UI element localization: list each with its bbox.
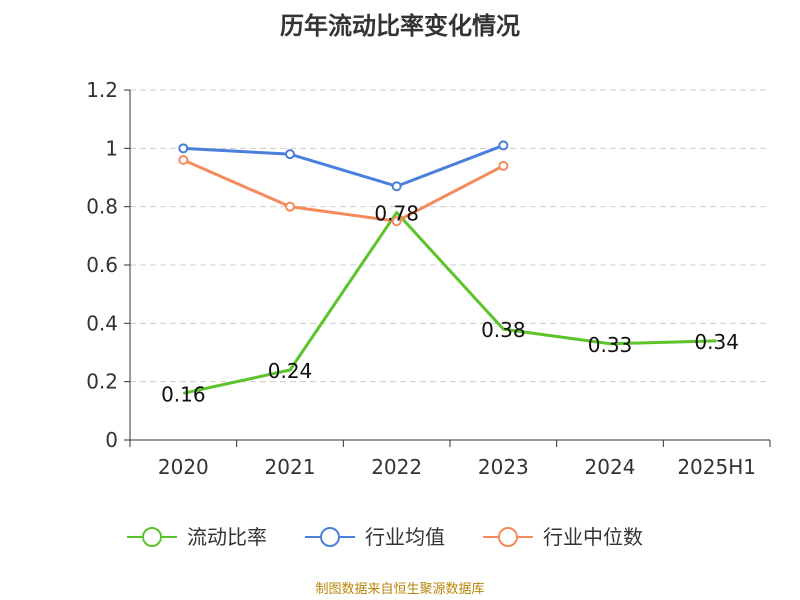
- series-line-1: [183, 144, 504, 188]
- y-tick-label: 1.2: [86, 78, 118, 102]
- legend-item[interactable]: 流动比率: [127, 525, 267, 549]
- data-label: 0.16: [161, 382, 206, 406]
- series-line-2: [182, 158, 505, 223]
- axes: 0 0.2 0.4 0.6 0.8 1 1.2 2020 2021 2022 2023 2024 202…: [86, 78, 771, 479]
- legend-marker: [498, 527, 518, 547]
- chart-title: 历年流动比率变化情况: [280, 12, 520, 40]
- data-point: [498, 160, 509, 171]
- data-point: [391, 216, 402, 227]
- x-tick-label: 2024: [585, 455, 636, 479]
- legend-item[interactable]: 行业均值: [305, 525, 445, 549]
- x-tick-label: 2020: [158, 455, 209, 479]
- y-tick-label: 1: [105, 136, 118, 160]
- legend-label: 流动比率: [187, 525, 267, 549]
- x-tick-label: 2025H1: [677, 455, 756, 479]
- legend-label: 行业均值: [365, 525, 445, 549]
- data-point: [178, 155, 189, 165]
- data-point: [178, 143, 189, 154]
- legend-marker: [142, 527, 162, 547]
- y-tick-label: 0.6: [86, 253, 118, 277]
- series-lines: [178, 140, 717, 395]
- grid-lines: [130, 89, 770, 383]
- x-tick-label: 2022: [371, 455, 422, 479]
- y-tick-label: 0: [105, 428, 118, 452]
- legend: 流动比率 行业均值 行业中位数: [127, 525, 643, 549]
- y-tick-label: 0.2: [86, 370, 118, 394]
- data-label: 0.38: [481, 318, 526, 342]
- data-point: [285, 149, 295, 160]
- source-note: 制图数据来自恒生聚源数据库: [315, 582, 485, 597]
- series-line-0: [183, 211, 717, 395]
- legend-label: 行业中位数: [543, 525, 643, 549]
- data-point: [498, 140, 509, 151]
- x-tick-label: 2023: [478, 455, 529, 479]
- data-point: [285, 201, 295, 212]
- y-tick-label: 0.4: [86, 311, 118, 335]
- data-label: 0.24: [268, 359, 313, 383]
- data-label: 0.34: [694, 330, 739, 354]
- legend-item[interactable]: 行业中位数: [483, 525, 643, 549]
- data-point: [391, 181, 402, 192]
- y-tick-label: 0.8: [86, 195, 118, 219]
- legend-marker: [320, 527, 340, 547]
- x-tick-label: 2021: [265, 455, 316, 479]
- data-label: 0.33: [588, 333, 633, 357]
- data-labels: 0.16 0.24 0.78 0.38 0.33 0.34: [161, 202, 739, 407]
- data-label: 0.78: [374, 202, 419, 226]
